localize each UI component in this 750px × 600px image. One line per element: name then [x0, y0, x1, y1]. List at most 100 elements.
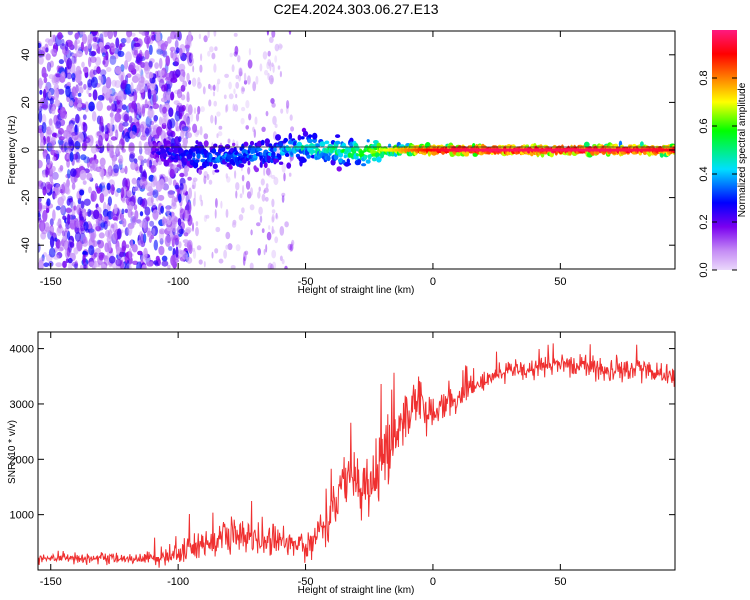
heatmap-noise-cell	[71, 55, 77, 64]
heatmap-noise-cell	[241, 207, 245, 214]
heatmap-noise-cell	[180, 121, 186, 130]
heatmap-noise-cell	[107, 31, 114, 40]
heatmap-noise-cell	[148, 236, 152, 244]
heatmap-noise-cell	[79, 216, 84, 221]
heatmap-noise-cell	[148, 44, 153, 55]
heatmap-noise-cell	[46, 183, 53, 190]
heatmap-noise-cell	[167, 189, 175, 199]
heatmap-noise-cell	[105, 76, 112, 89]
heatmap-noise-cell	[80, 154, 87, 161]
heatmap-noise-cell	[281, 195, 285, 203]
heatmap-noise-cell	[144, 83, 148, 93]
heatmap-noise-cell	[220, 200, 223, 209]
heatmap-ridge-cell	[440, 148, 446, 152]
heatmap-noise-cell	[67, 257, 73, 264]
heatmap-noise-cell	[273, 176, 279, 186]
heatmap-noise-cell	[281, 259, 285, 265]
heatmap-noise-cell	[55, 239, 61, 249]
heatmap-ridge-cell	[472, 152, 478, 157]
heatmap-ridge-cell	[251, 150, 257, 154]
heatmap-ridge-cell	[456, 148, 461, 152]
heatmap-noise-cell	[88, 186, 92, 194]
heatmap-noise-cell	[106, 88, 111, 99]
heatmap-noise-cell	[115, 129, 119, 141]
heatmap-noise-cell	[96, 66, 101, 74]
heatmap-ridge-cell	[636, 148, 641, 152]
heatmap-noise-cell	[62, 215, 67, 220]
snr-y-ticks: 1000 2000 3000 4000	[10, 344, 675, 522]
heatmap-noise-cell	[62, 230, 66, 237]
heatmap-noise-cell	[42, 104, 49, 110]
heatmap-noise-cell	[122, 79, 127, 84]
heatmap-noise-cell	[182, 71, 186, 78]
heatmap-noise-cell	[105, 168, 112, 179]
colorbar-gradient	[712, 30, 737, 270]
heatmap-noise-cell	[130, 82, 134, 93]
heatmap-noise-cell	[128, 247, 132, 260]
heatmap-ridge-cell	[306, 154, 311, 159]
heatmap-noise-cell	[67, 230, 71, 240]
heatmap-noise-cell	[213, 31, 217, 37]
heatmap-y-ticks: -40 -20 0 20 40	[20, 49, 675, 253]
heatmap-noise-cell	[97, 239, 105, 249]
heatmap-noise-cell	[167, 264, 171, 269]
heatmap-ridge-cell	[277, 153, 282, 158]
heatmap-noise-cell	[58, 127, 64, 135]
heatmap-noise-cell	[245, 100, 250, 109]
heatmap-noise-cell	[84, 45, 89, 56]
heatmap-noise-cell	[257, 248, 262, 256]
heatmap-noise-cell	[143, 158, 147, 164]
colorbar-tick-label: 0.6	[698, 118, 710, 133]
heatmap-noise-cell	[187, 34, 192, 46]
colorbar-tick-label: 0.8	[698, 70, 710, 85]
heatmap-noise-cell	[250, 230, 253, 235]
heatmap-noise-cell	[191, 77, 197, 87]
heatmap-noise-cell	[245, 125, 249, 130]
heatmap-ridge-cell	[335, 134, 341, 139]
y-tick-label: 2000	[10, 454, 34, 466]
heatmap-noise-cell	[46, 136, 51, 143]
heatmap-noise-cell	[73, 205, 77, 211]
heatmap-noise-cell	[174, 184, 180, 190]
heatmap-noise-cell	[73, 53, 78, 65]
heatmap-noise-cell	[271, 249, 277, 259]
heatmap-noise-cell	[105, 171, 112, 177]
heatmap-noise-cell	[285, 105, 289, 114]
heatmap-noise-cell	[119, 260, 124, 269]
heatmap-noise-cell	[235, 93, 238, 99]
heatmap-noise-cell	[243, 251, 247, 262]
heatmap-noise-cell	[172, 227, 178, 233]
heatmap-noise-cell	[168, 177, 173, 186]
heatmap-noise-cell	[52, 156, 57, 162]
heatmap-noise-cell	[125, 244, 130, 249]
heatmap-noise-cell	[283, 172, 286, 182]
heatmap-noise-cell	[102, 208, 109, 217]
heatmap-noise-cell	[214, 46, 218, 51]
heatmap-noise-cell	[197, 77, 201, 85]
heatmap-noise-cell	[151, 203, 156, 209]
heatmap-noise-cell	[166, 205, 170, 216]
heatmap-noise-cell	[167, 36, 172, 44]
heatmap-noise-cell	[144, 64, 150, 75]
heatmap-noise-cell	[265, 183, 269, 189]
heatmap-noise-cell	[265, 110, 269, 117]
x-tick-label: 0	[430, 576, 436, 588]
heatmap-ridge-cell	[203, 140, 209, 147]
heatmap-noise-cell	[157, 41, 162, 50]
colorbar-tick-label: 0.0	[698, 262, 710, 277]
heatmap-noise-cell	[289, 243, 294, 251]
heatmap-noise-cell	[229, 52, 233, 58]
heatmap-ridge-cell	[366, 139, 370, 143]
heatmap-noise-cell	[158, 69, 165, 77]
heatmap-noise-cell	[157, 160, 163, 166]
heatmap-noise-cell	[48, 91, 52, 99]
heatmap-noise-cell	[88, 245, 95, 256]
heatmap-x-label: Height of straight line (km)	[298, 285, 415, 296]
heatmap-noise-cell	[120, 64, 125, 72]
heatmap-noise-cell	[71, 182, 76, 190]
heatmap-ridge-cell	[648, 148, 654, 152]
heatmap-noise-cell	[269, 74, 274, 85]
heatmap-noise-cell	[128, 115, 133, 123]
heatmap-noise-cell	[225, 104, 228, 113]
heatmap-noise-cell	[214, 209, 217, 219]
